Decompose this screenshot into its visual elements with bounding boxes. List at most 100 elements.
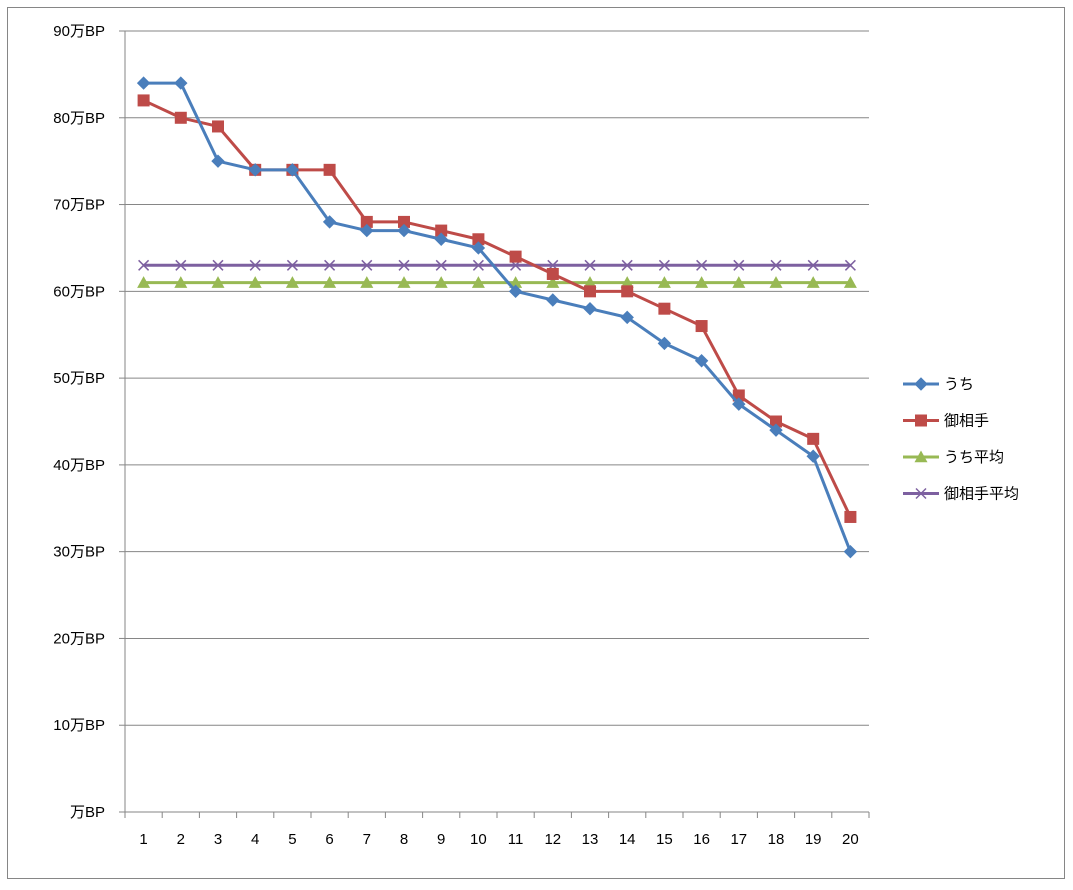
legend-label: 御相手平均: [944, 486, 1019, 503]
data-point-x: [249, 259, 261, 271]
x-tick-label: 12: [544, 831, 561, 848]
data-point-x-stroke: [435, 259, 447, 271]
data-point-square: [844, 510, 857, 523]
data-point-diamond: [508, 284, 523, 299]
x-tick-label: 14: [619, 831, 636, 848]
data-point-x-stroke: [696, 259, 708, 271]
data-point-triangle: [769, 276, 783, 288]
x-axis-tick-labels: 1 2 3 4 5 6 7 8 9 10 11 12 13 14 15 16 17 18 19 20: [139, 831, 858, 848]
data-point-x: [324, 259, 336, 271]
x-tick-label: 3: [214, 831, 222, 848]
x-tick-label: 13: [582, 831, 599, 848]
data-point-x-stroke: [658, 259, 670, 271]
data-point-x: [696, 259, 708, 271]
data-point-triangle: [583, 276, 597, 288]
data-point-x-stroke: [324, 259, 336, 271]
series-うち: [136, 76, 858, 559]
x-tick-label: 20: [842, 831, 859, 848]
data-point-x-stroke: [472, 259, 484, 271]
data-point-diamond: [620, 310, 634, 325]
data-point-diamond: [136, 76, 151, 90]
y-tick-label: 50万BP: [53, 370, 105, 387]
data-point-diamond: [546, 293, 560, 307]
legend-item: うち: [903, 376, 974, 393]
data-point-x: [658, 259, 670, 271]
y-tick-label: 40万BP: [53, 457, 105, 474]
y-tick-label: 80万BP: [53, 110, 105, 127]
y-tick-label: 90万BP: [53, 23, 105, 40]
data-point-triangle: [546, 276, 560, 288]
data-point-diamond: [211, 154, 225, 168]
x-tick-label: 1: [139, 831, 147, 848]
data-point-x: [733, 259, 745, 271]
data-point-diamond: [322, 215, 337, 229]
data-point-x-stroke: [286, 259, 298, 271]
x-tick-label: 10: [470, 831, 487, 848]
data-point-square: [621, 285, 634, 298]
data-point-square: [695, 320, 708, 333]
x-tick-label: 16: [693, 831, 710, 848]
data-point-x: [138, 259, 150, 271]
data-point-x: [472, 259, 484, 271]
data-point-triangle: [657, 276, 671, 288]
data-point-diamond: [397, 223, 411, 238]
x-tick-label: 18: [768, 831, 785, 848]
chart-frame: [7, 7, 1065, 879]
data-point-triangle: [434, 276, 448, 288]
data-point-x: [212, 259, 224, 271]
y-tick-label: 20万BP: [53, 630, 105, 647]
data-point-diamond: [360, 223, 374, 238]
data-point-square: [137, 94, 150, 107]
legend-label: うち平均: [944, 449, 1004, 466]
data-point-triangle: [806, 276, 820, 288]
data-point-diamond: [657, 336, 672, 351]
data-point-triangle: [248, 276, 262, 288]
data-point-diamond: [914, 377, 928, 391]
y-tick-label: 10万BP: [53, 717, 105, 734]
legend-item: 御相手: [903, 413, 989, 430]
data-point-x: [435, 259, 447, 271]
data-point-x-stroke: [621, 259, 633, 271]
data-point-triangle: [695, 276, 709, 288]
data-point-diamond: [434, 232, 448, 246]
data-point-square: [398, 215, 410, 228]
series-line: [143, 81, 852, 553]
data-point-x-stroke: [770, 259, 782, 271]
data-point-square: [584, 285, 596, 298]
series-lines: [136, 76, 858, 559]
data-point-x: [286, 259, 298, 271]
data-point-triangle: [620, 276, 634, 288]
gridlines: [125, 30, 869, 726]
data-point-x-stroke: [361, 259, 373, 271]
data-point-triangle: [174, 276, 188, 288]
data-point-x: [844, 259, 856, 271]
data-point-triangle: [843, 276, 857, 288]
y-axis-tick-labels: 万BP 10万BP 20万BP 30万BP 40万BP 50万BP 60万BP 70万BP 80…: [53, 23, 105, 821]
data-point-square: [770, 415, 782, 428]
data-point-square: [658, 302, 671, 315]
data-point-square: [472, 233, 485, 246]
data-point-square: [546, 267, 559, 280]
data-point-triangle: [914, 450, 928, 463]
data-point-diamond: [732, 397, 746, 411]
data-point-square: [915, 414, 927, 427]
data-point-diamond: [285, 163, 300, 177]
data-point-x: [398, 259, 410, 271]
data-point-triangle: [360, 276, 374, 288]
data-point-x-stroke: [175, 259, 187, 271]
data-point-x-stroke: [844, 259, 856, 271]
data-point-diamond: [694, 354, 709, 368]
x-tick-label: 15: [656, 831, 673, 848]
data-point-triangle: [285, 276, 299, 288]
x-tick-label: 6: [325, 831, 333, 848]
data-point-square: [212, 120, 224, 133]
x-tick-label: 7: [363, 831, 371, 848]
data-point-x: [584, 259, 596, 271]
data-point-square: [360, 215, 373, 228]
data-point-x: [807, 259, 819, 271]
data-point-x-stroke: [398, 259, 410, 271]
data-point-diamond: [471, 241, 486, 255]
data-point-diamond: [843, 544, 858, 559]
x-tick-label: 19: [805, 831, 822, 848]
x-tick-label: 4: [251, 831, 259, 848]
